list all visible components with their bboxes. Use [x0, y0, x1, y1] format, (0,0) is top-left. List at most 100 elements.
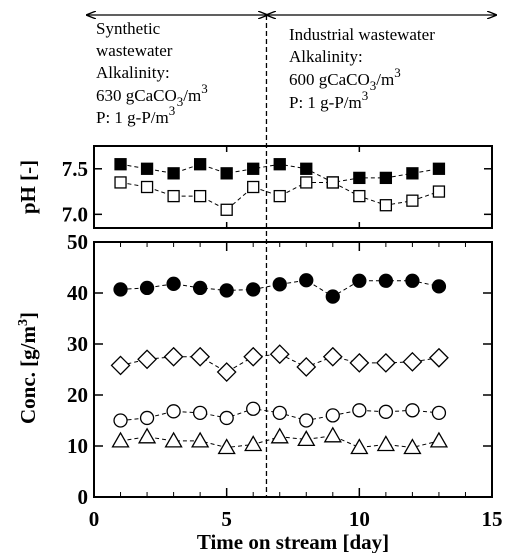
- x-tick-label: 10: [349, 507, 370, 531]
- conc-open-circle-point: [166, 404, 181, 419]
- conc-open-circle-point: [219, 410, 234, 426]
- ph-filled-square-point: [167, 167, 180, 180]
- ph-series-group: [114, 158, 446, 216]
- ph-tick-label: 7.5: [62, 157, 88, 181]
- conc-open-diamond-point: [190, 346, 211, 367]
- ph-filled-square-point: [300, 162, 313, 175]
- conc-open-diamond-point: [110, 355, 131, 376]
- conc-open-triangle-point: [429, 431, 449, 448]
- ph-filled-square-point: [432, 162, 446, 175]
- conc-filled-circle-point: [405, 273, 420, 288]
- conc-open-diamond-point: [296, 357, 317, 377]
- x-tick-label: 15: [482, 507, 503, 531]
- conc-y-tick-label: 0: [78, 485, 89, 509]
- synthetic-phosphorus: P: 1 g-P/m3: [96, 103, 175, 127]
- conc-filled-circle-point: [219, 283, 234, 298]
- conc-open-diamond-point: [269, 344, 290, 365]
- ph-filled-square-point: [220, 167, 233, 180]
- conc-filled-circle-point: [299, 273, 314, 288]
- conc-open-diamond-point: [137, 349, 157, 370]
- conc-open-triangle-point: [403, 438, 422, 455]
- ph-open-square-point: [140, 180, 154, 194]
- conc-open-diamond-point: [402, 351, 423, 372]
- conc-filled-circle-point: [246, 282, 261, 297]
- conc-open-diamond-point: [429, 347, 449, 368]
- conc-open-triangle-point: [244, 435, 263, 452]
- conc-filled-circle-point: [139, 280, 155, 296]
- conc-y-tick-label: 50: [67, 230, 88, 254]
- x-tick-label: 0: [89, 507, 100, 531]
- conc-open-circle-point: [139, 410, 155, 426]
- ph-filled-square-point: [406, 167, 419, 180]
- synthetic-line-1: Synthetic: [96, 19, 161, 38]
- conc-open-triangle-point: [217, 438, 236, 455]
- conc-y-tick-label: 10: [67, 434, 88, 458]
- conc-axis-ticks: 0 10 20 30 40 50 0 5 10 15: [67, 146, 503, 531]
- ph-axis-label: pH [-]: [16, 160, 40, 214]
- ph-open-square-point: [406, 194, 419, 207]
- conc-open-circle-point: [325, 408, 340, 423]
- conc-open-circle-point: [113, 413, 128, 428]
- conc-open-triangle-point: [111, 431, 130, 448]
- conc-open-diamond-point: [322, 346, 343, 367]
- conc-open-circle-point: [299, 413, 314, 428]
- industrial-alkalinity: 600 gCaCO3/m3: [289, 65, 401, 93]
- ph-open-square-point: [167, 189, 180, 203]
- industrial-phosphorus: P: 1 g-P/m3: [289, 88, 368, 112]
- conc-filled-circle-point: [352, 273, 367, 288]
- synthetic-alkalinity: 630 gCaCO3/m3: [96, 81, 208, 109]
- conc-filled-circle-point: [378, 273, 394, 288]
- ph-open-square-point: [220, 203, 233, 216]
- synthetic-line-2: wastewater: [96, 41, 173, 60]
- conc-open-triangle-point: [270, 427, 289, 444]
- ph-open-square-point: [326, 176, 339, 189]
- conc-open-circle-point: [246, 401, 261, 416]
- conc-open-circle-point: [352, 403, 367, 418]
- conc-open-diamond-point: [163, 346, 184, 367]
- ph-open-square-point: [114, 176, 127, 189]
- conc-y-tick-label: 40: [67, 281, 88, 305]
- ph-filled-square-point: [247, 162, 260, 175]
- conc-open-triangle-point: [323, 426, 342, 443]
- conc-open-diamond-point: [375, 352, 396, 373]
- conc-open-triangle-point: [350, 438, 369, 455]
- ph-filled-square-point: [114, 158, 127, 171]
- synthetic-line-3: Alkalinity:: [96, 63, 170, 82]
- conc-open-circle-point: [405, 403, 420, 418]
- conc-open-circle-point: [272, 405, 287, 421]
- conc-open-diamond-point: [216, 362, 237, 382]
- ph-open-square-point: [379, 199, 393, 212]
- conc-filled-circle-point: [192, 280, 208, 296]
- ph-open-square-point: [353, 189, 366, 203]
- conc-open-triangle-point: [164, 431, 183, 448]
- conc-open-diamond-point: [349, 352, 370, 373]
- conc-open-diamond-point: [243, 346, 264, 367]
- conc-y-tick-label: 20: [67, 383, 88, 407]
- ph-filled-square-point: [273, 158, 286, 171]
- ph-open-square-point: [432, 185, 446, 198]
- conc-open-triangle-point: [297, 430, 316, 447]
- conc-y-tick-label: 30: [67, 332, 88, 356]
- ph-filled-square-point: [193, 158, 207, 171]
- ph-open-square-point: [247, 180, 260, 194]
- ph-open-square-point: [300, 176, 313, 189]
- conc-open-circle-point: [192, 405, 208, 421]
- industrial-line-1: Industrial wastewater: [289, 25, 435, 44]
- industrial-annotation: Industrial wastewater Alkalinity: 600 gC…: [289, 25, 435, 112]
- ph-open-square-point: [193, 189, 207, 203]
- ph-axis-ticks: 7.5 7.0: [62, 157, 492, 226]
- conc-open-circle-point: [378, 404, 394, 419]
- conc-axis-label: Conc. [g/m3]: [16, 312, 40, 424]
- ph-plot-frame: [93, 145, 493, 229]
- x-axis-label: Time on stream [day]: [197, 530, 389, 553]
- conc-open-triangle-point: [376, 435, 395, 452]
- conc-filled-circle-point: [166, 276, 181, 291]
- x-tick-label: 5: [221, 507, 232, 531]
- conc-filled-circle-point: [431, 279, 447, 294]
- industrial-line-2: Alkalinity:: [289, 47, 363, 66]
- conc-open-triangle-point: [191, 431, 210, 448]
- ph-open-square-point: [273, 189, 286, 203]
- conc-filled-circle-point: [325, 289, 340, 304]
- conc-series-group: [110, 273, 449, 455]
